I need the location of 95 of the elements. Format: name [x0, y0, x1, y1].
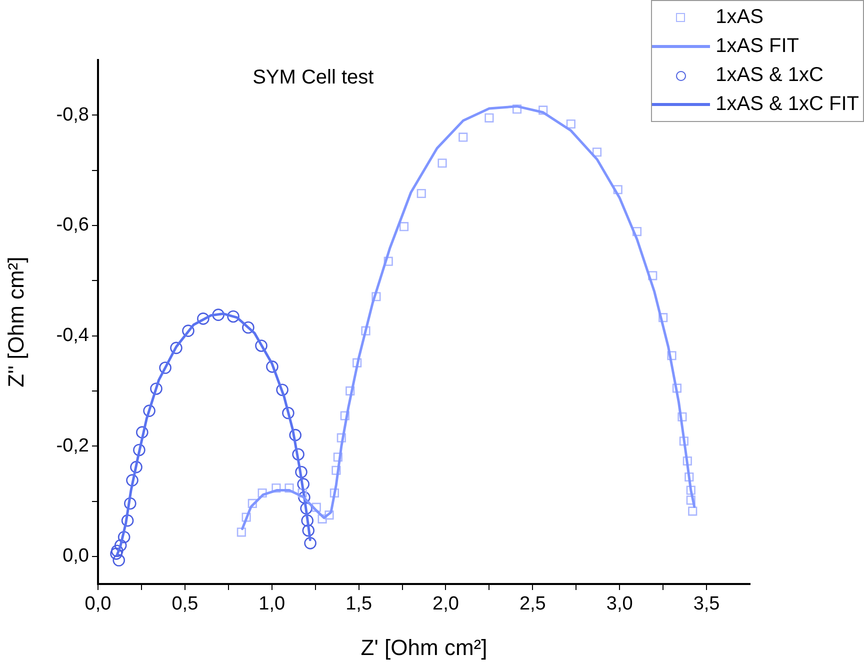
point: [416, 188, 426, 198]
point: [632, 227, 642, 236]
point: [438, 158, 447, 168]
point: [298, 488, 307, 498]
point: [242, 512, 251, 522]
y-tick-label: -0,4: [56, 325, 90, 346]
point: [592, 148, 602, 157]
point: [336, 433, 346, 442]
point: [300, 502, 312, 515]
point: [352, 358, 362, 368]
point: [126, 474, 138, 486]
x-tick-label: 2,5: [519, 594, 546, 615]
point: [136, 426, 148, 438]
legend-label: 1xAS & 1xC FIT: [716, 93, 859, 116]
point: [484, 113, 494, 122]
point: [124, 497, 136, 510]
point: [110, 548, 122, 560]
point: [679, 436, 688, 446]
y-tick-label: -0,8: [56, 104, 89, 126]
point: [121, 514, 134, 527]
point: [384, 256, 393, 266]
point: [318, 514, 327, 524]
point: [292, 448, 304, 461]
x-tick-label: 3,5: [693, 594, 720, 615]
point: [272, 483, 281, 493]
point: [143, 404, 156, 417]
point: [170, 342, 182, 354]
point: [330, 488, 339, 498]
point: [212, 308, 224, 321]
point: [312, 502, 321, 512]
y-tick-label: -0,2: [56, 435, 89, 456]
point: [133, 444, 146, 456]
legend-label: 1xAS: [716, 6, 764, 29]
point: [118, 530, 130, 544]
point: [332, 466, 341, 475]
point: [512, 104, 522, 114]
point: [667, 351, 676, 360]
x-tick-label: 3,0: [606, 594, 633, 615]
point: [672, 384, 682, 393]
point: [399, 222, 409, 232]
point: [248, 498, 257, 508]
point: [266, 360, 278, 373]
point: [295, 466, 308, 478]
point: [255, 340, 268, 352]
point: [686, 496, 696, 505]
point: [346, 386, 355, 396]
point: [130, 460, 142, 474]
point: [304, 537, 316, 550]
chart-title: SYM Cell test: [252, 66, 374, 89]
point: [159, 362, 172, 374]
point: [458, 132, 468, 142]
x-tick-label: 0,0: [84, 594, 112, 615]
legend-label: 1xAS FIT: [716, 35, 799, 58]
point: [297, 478, 310, 490]
point: [538, 106, 548, 115]
x-tick-label: 1,5: [346, 594, 372, 615]
point: [361, 326, 370, 336]
point: [110, 544, 124, 558]
x-tick-label: 2,0: [432, 594, 459, 615]
point: [684, 472, 694, 482]
point: [114, 539, 127, 552]
point: [688, 506, 698, 516]
point: [227, 310, 240, 323]
point: [613, 185, 622, 194]
point: [333, 452, 342, 462]
point: [298, 491, 310, 504]
point: [112, 554, 126, 566]
point: [372, 292, 381, 302]
point: [258, 488, 267, 498]
point: [682, 456, 692, 466]
x-tick-label: 0,5: [172, 594, 198, 615]
point: [150, 382, 162, 395]
point: [302, 524, 315, 537]
point: [236, 528, 246, 537]
legend-label: 1xAS & 1xC: [716, 64, 824, 87]
x-axis-title: Z' [Ohm cm²]: [360, 634, 488, 660]
point: [340, 411, 350, 420]
point: [282, 406, 294, 420]
y-axis-title: Z'' [Ohm cm²]: [3, 256, 28, 388]
point: [324, 510, 334, 520]
point: [686, 486, 696, 495]
point: [182, 324, 194, 337]
x-tick-label: 1,0: [258, 594, 286, 615]
point: [566, 119, 576, 129]
point: [276, 384, 288, 396]
point: [301, 514, 314, 527]
point: [242, 321, 254, 334]
point: [678, 412, 687, 422]
point: [289, 428, 302, 442]
point: [284, 483, 294, 493]
y-tick-label: 0,0: [62, 546, 89, 567]
point: [648, 271, 658, 280]
point: [197, 312, 210, 325]
y-tick-label: -0,6: [56, 214, 89, 236]
point: [658, 313, 668, 322]
